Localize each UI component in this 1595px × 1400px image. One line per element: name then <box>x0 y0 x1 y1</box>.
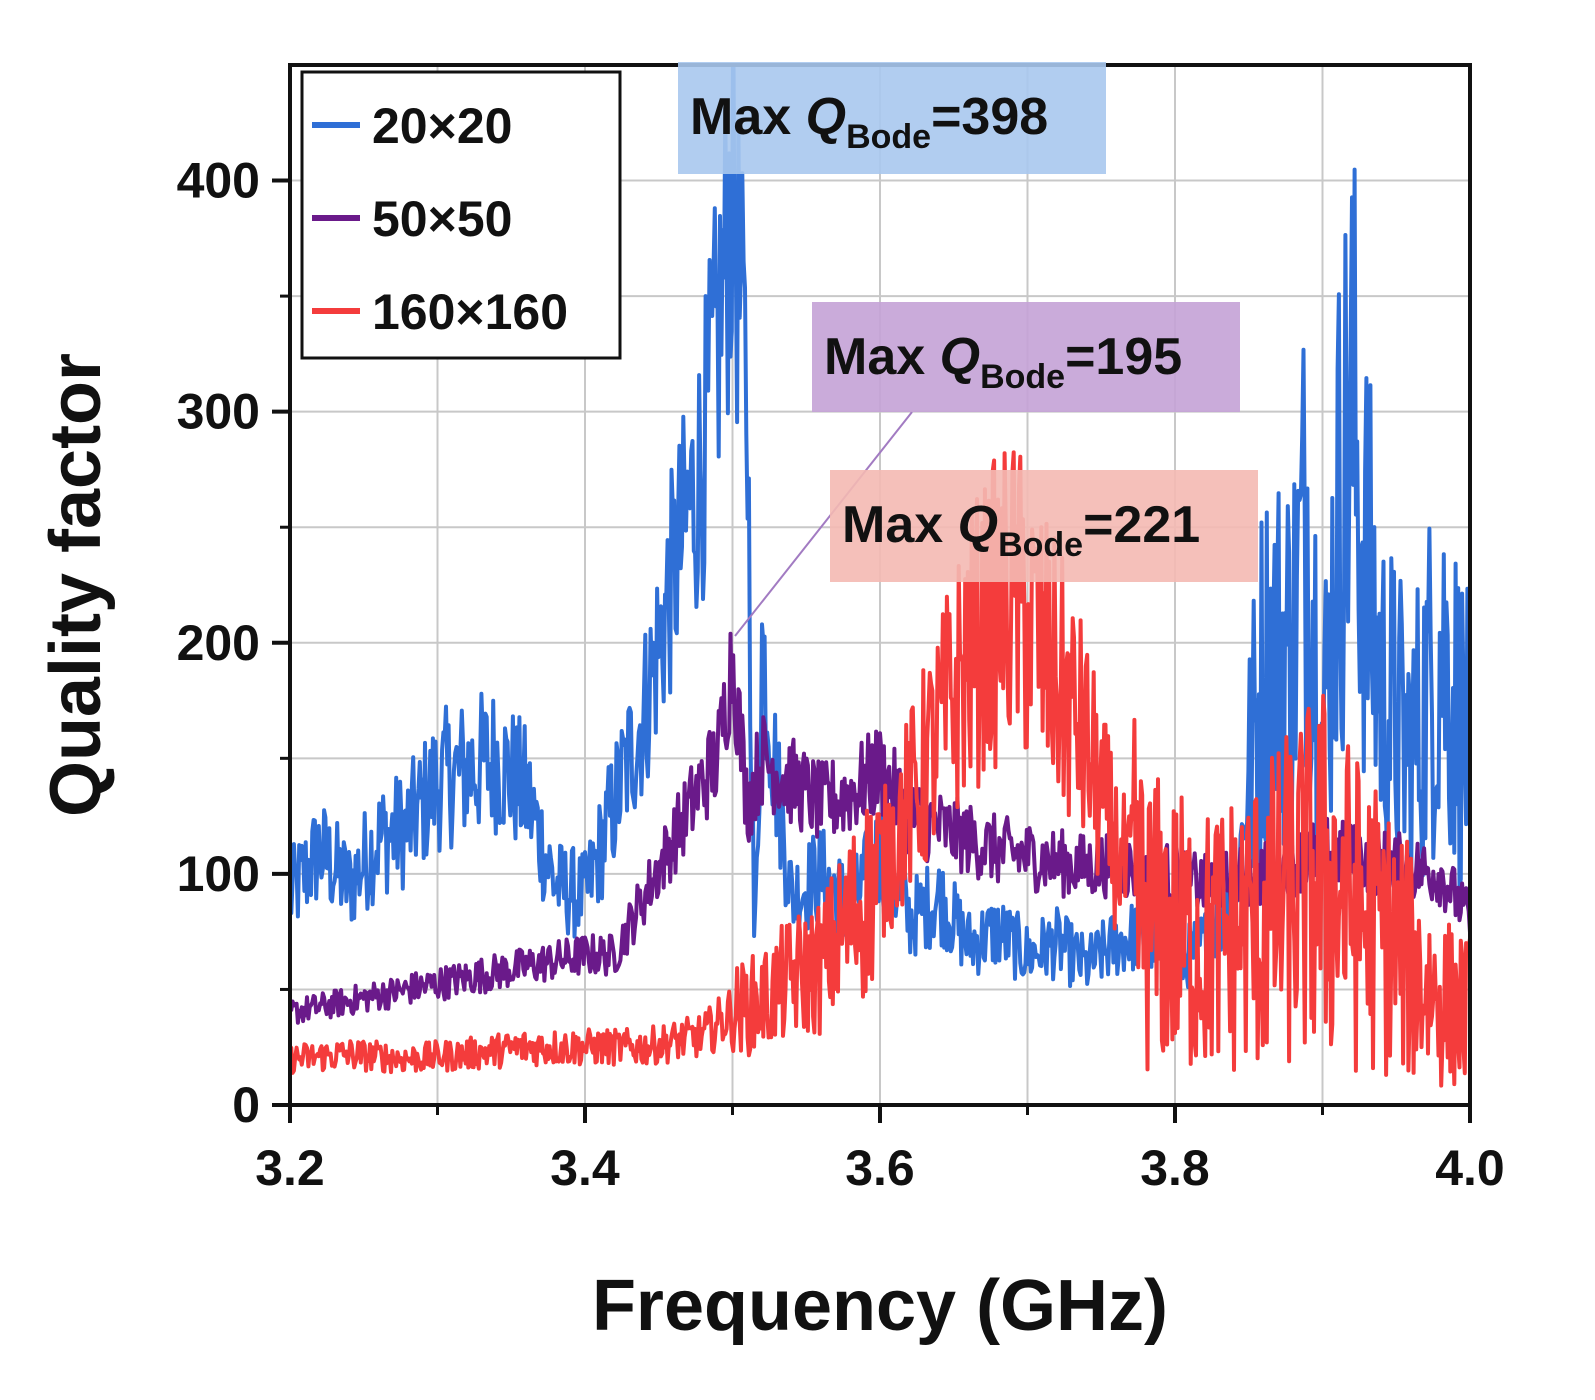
y-tick-label: 100 <box>177 846 260 902</box>
y-axis-title: Quality factor <box>36 353 116 817</box>
legend-item-2: 50×50 <box>312 191 512 247</box>
annotation-box <box>678 62 1106 174</box>
series-lines <box>290 65 1470 1088</box>
legend-label: 50×50 <box>372 191 512 247</box>
y-tick-label: 300 <box>177 384 260 440</box>
x-tick-label: 3.6 <box>845 1140 915 1196</box>
axis-ticks: 3.2 3.4 3.6 3.8 4.0 0 100 200 300 400 <box>177 153 1505 1196</box>
annotation-box <box>830 470 1258 582</box>
x-tick-label: 3.8 <box>1140 1140 1210 1196</box>
annotation-text: Max QBode=398 <box>690 88 1048 156</box>
y-tick-label: 0 <box>232 1077 260 1133</box>
y-tick-label: 400 <box>177 153 260 209</box>
annotation-text: Max QBode=221 <box>842 496 1200 564</box>
series-line-1 <box>290 65 1470 990</box>
annotation-text: Max QBode=195 <box>824 328 1182 396</box>
legend-item-1: 20×20 <box>312 98 512 154</box>
annotation-3: Max QBode=221 <box>830 470 1258 582</box>
legend-label: 160×160 <box>372 284 568 340</box>
annotation-2: Max QBode=195 <box>812 302 1240 412</box>
x-tick-label: 3.4 <box>550 1140 620 1196</box>
x-tick-label: 4.0 <box>1435 1140 1505 1196</box>
annotations: Max QBode=398 Max QBode=195 Max QBode=221 <box>678 62 1258 637</box>
y-tick-label: 200 <box>177 615 260 671</box>
annotation-box <box>812 302 1240 412</box>
legend-label: 20×20 <box>372 98 512 154</box>
series-line-3 <box>290 450 1470 1088</box>
annotation-connector <box>734 411 913 637</box>
legend: 20×20 50×50 160×160 <box>300 70 622 360</box>
annotation-1: Max QBode=398 <box>678 62 1106 174</box>
legend-item-3: 160×160 <box>312 284 568 340</box>
x-axis-title: Frequency (GHz) <box>592 1266 1168 1346</box>
x-tick-label: 3.2 <box>255 1140 325 1196</box>
